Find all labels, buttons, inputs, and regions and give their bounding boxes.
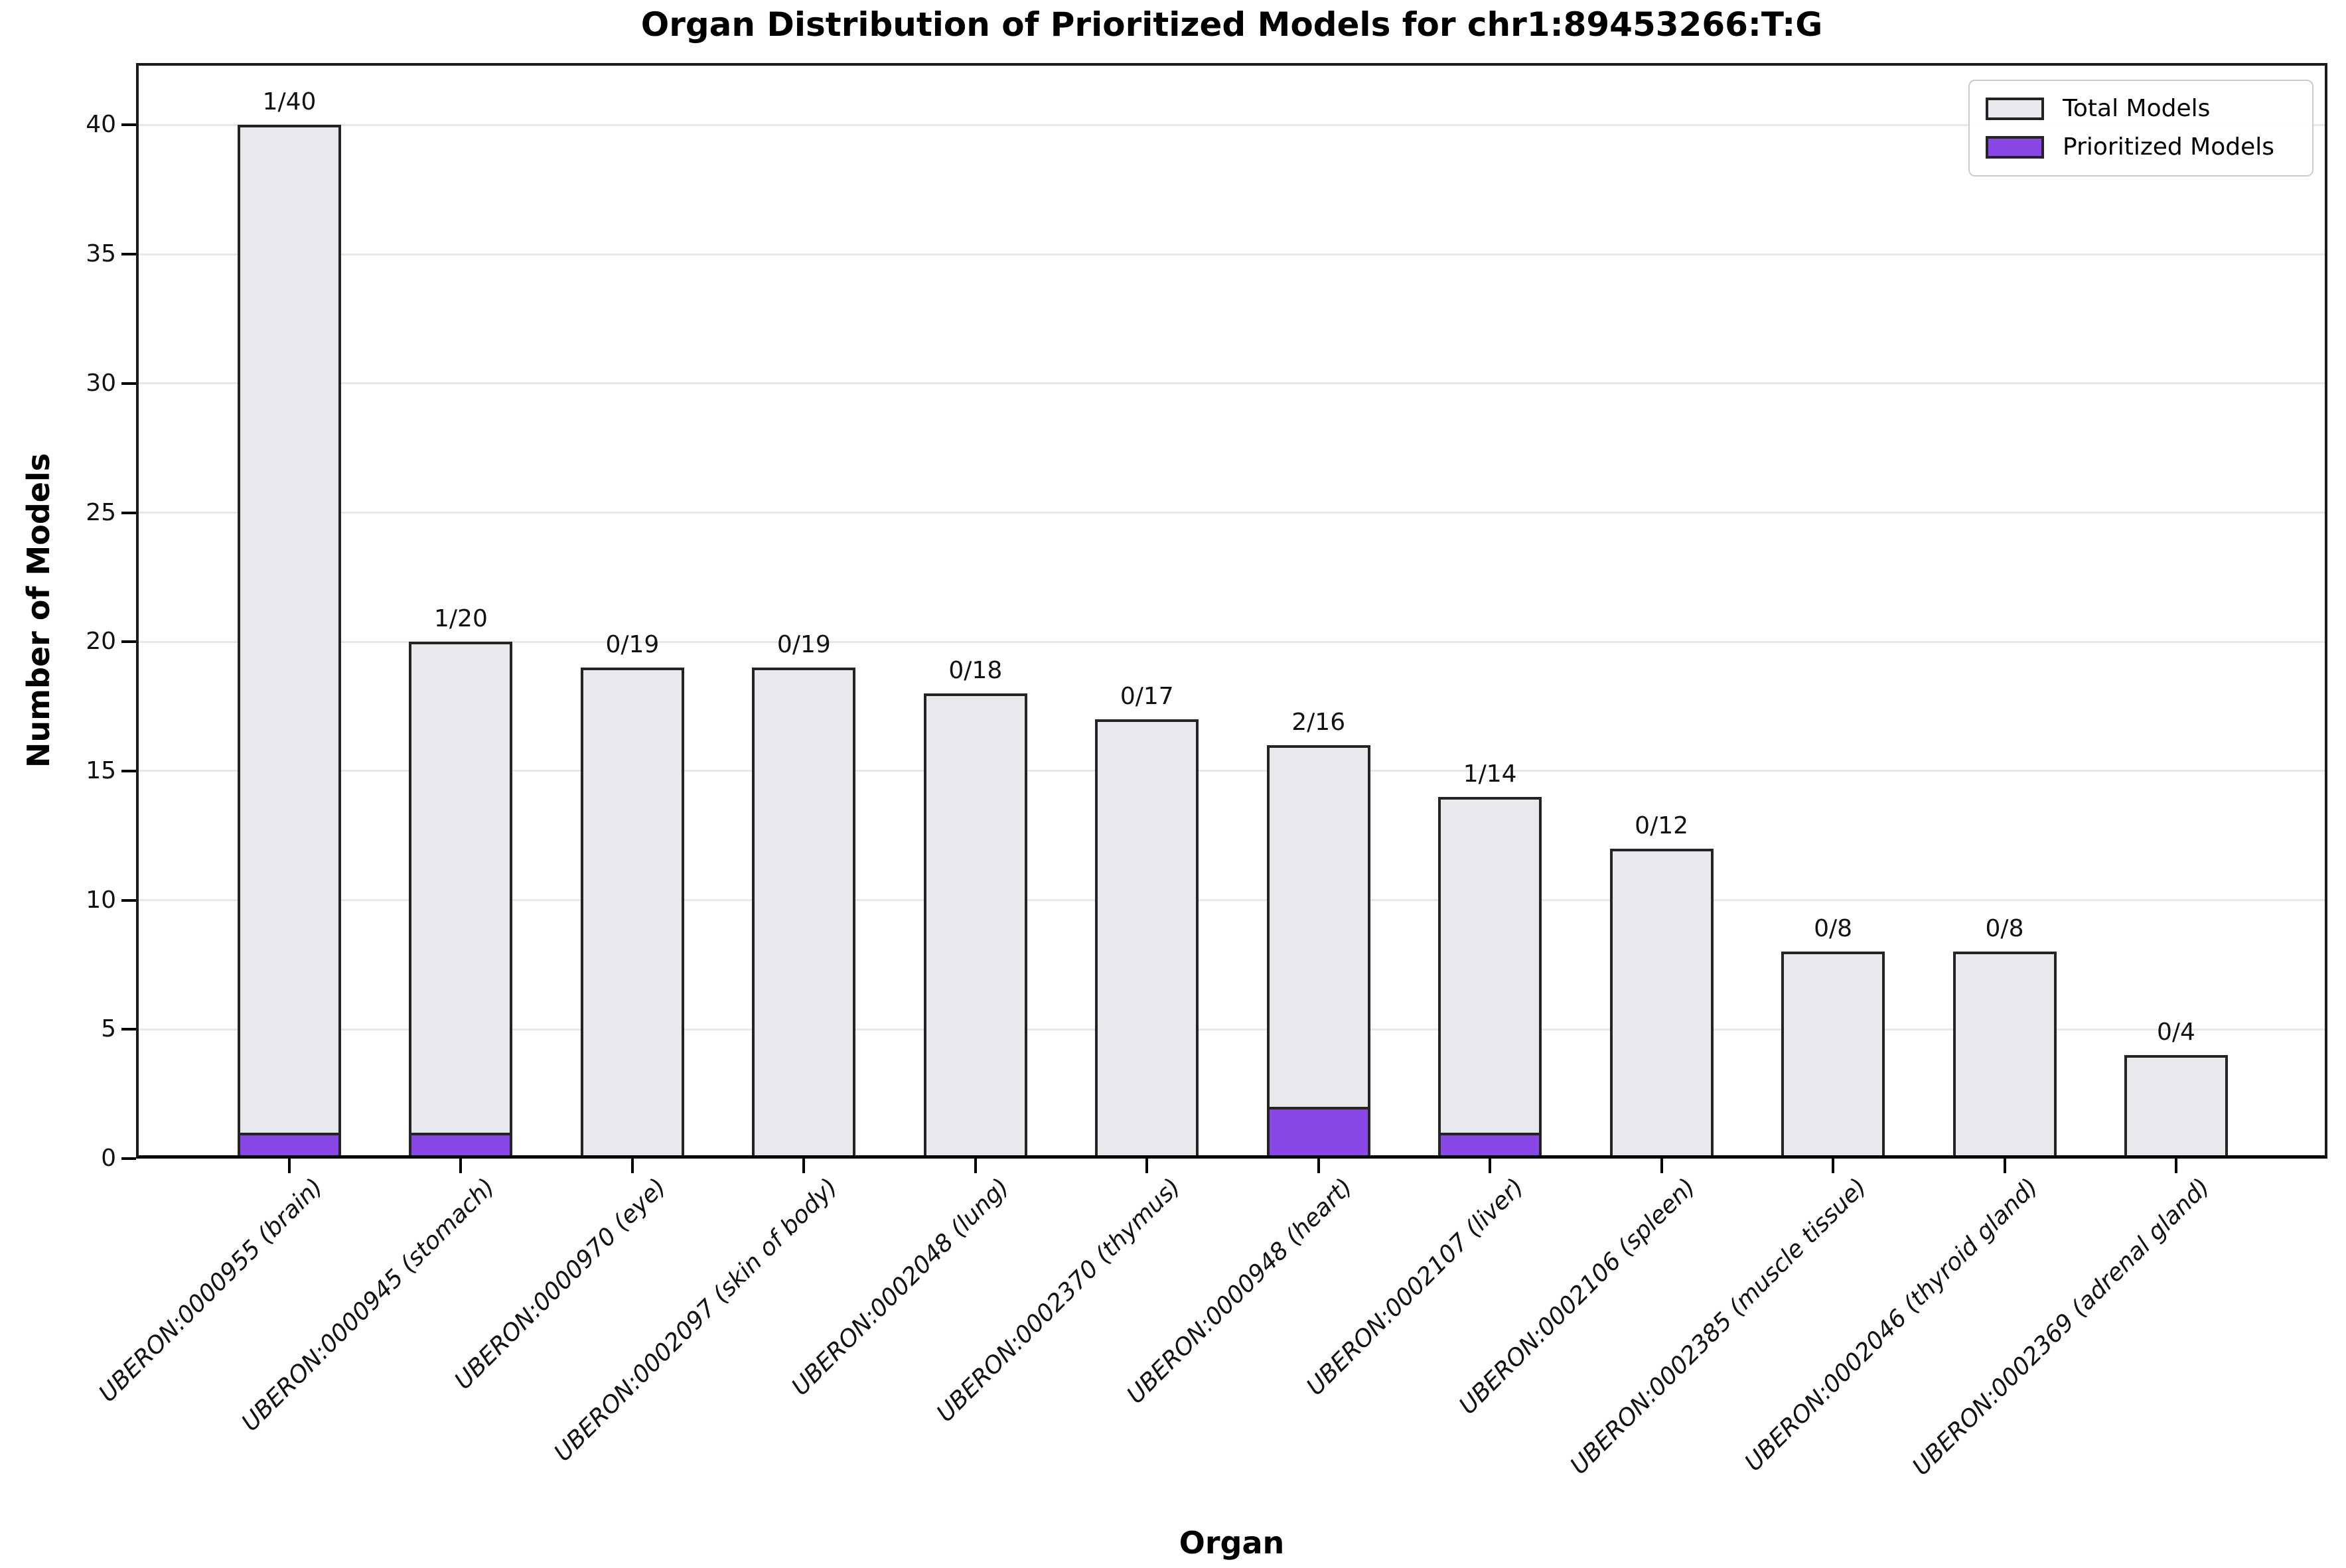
x-tick-mark	[1660, 1159, 1663, 1173]
legend: Total Models Prioritized Models	[1968, 80, 2313, 177]
y-tick-label: 15	[86, 756, 116, 784]
total-models-bar	[2124, 1055, 2228, 1159]
total-models-bar	[923, 693, 1027, 1159]
y-tick-label: 5	[101, 1015, 116, 1043]
x-tick-mark	[288, 1159, 291, 1173]
total-models-bar	[1609, 848, 1714, 1159]
gridline	[136, 640, 2327, 643]
gridline	[136, 512, 2327, 514]
y-axis-label: Number of Models	[21, 453, 56, 768]
total-models-bar	[580, 668, 684, 1159]
gridline	[136, 382, 2327, 385]
chart-title: Organ Distribution of Prioritized Models…	[640, 5, 1823, 44]
x-axis-label: Organ	[1179, 1525, 1285, 1561]
bar-value-label: 0/17	[1120, 683, 1174, 711]
total-models-bar	[1781, 952, 1885, 1159]
x-tick-mark	[802, 1159, 806, 1173]
bar-value-label: 1/20	[434, 605, 488, 633]
y-tick-label: 20	[86, 628, 116, 656]
total-models-bar	[1266, 745, 1370, 1159]
total-models-bar	[238, 125, 341, 1159]
bar-value-label: 0/19	[605, 631, 660, 659]
x-tick-mark	[1317, 1159, 1320, 1173]
x-tick-label: UBERON:0002046 (thyroid gland)	[1739, 1173, 2044, 1477]
x-tick-label: UBERON:0002385 (muscle tissue)	[1565, 1173, 1873, 1480]
bar-value-label: 0/12	[1635, 812, 1689, 839]
legend-label-total: Total Models	[2063, 95, 2211, 122]
y-tick-mark	[121, 123, 136, 127]
x-tick-label: UBERON:0002097 (skin of body)	[549, 1173, 843, 1467]
x-tick-mark	[630, 1159, 634, 1173]
y-tick-mark	[121, 769, 136, 772]
bar-value-label: 0/8	[1814, 915, 1853, 943]
prioritized-models-bar	[1438, 1133, 1542, 1159]
gridline	[136, 123, 2327, 126]
y-tick-label: 10	[86, 886, 116, 914]
bar-value-label: 1/40	[262, 88, 317, 116]
y-tick-mark	[121, 1028, 136, 1031]
gridline	[136, 253, 2327, 255]
y-tick-label: 30	[86, 369, 116, 397]
bar-value-label: 0/19	[776, 631, 831, 659]
total-models-bar	[752, 668, 856, 1159]
x-tick-mark	[2174, 1159, 2177, 1173]
legend-item-total: Total Models	[1986, 95, 2296, 123]
bar-value-label: 0/4	[2156, 1019, 2195, 1046]
gridline	[136, 1028, 2327, 1031]
y-tick-mark	[121, 382, 136, 385]
prioritized-models-bar	[1266, 1107, 1370, 1159]
prioritized-models-swatch	[1986, 136, 2044, 159]
legend-item-prioritized: Prioritized Models	[1986, 133, 2296, 161]
prioritized-models-bar	[409, 1133, 513, 1159]
total-models-bar	[1438, 796, 1542, 1159]
x-tick-mark	[1145, 1159, 1149, 1173]
y-tick-mark	[121, 511, 136, 514]
y-tick-mark	[121, 898, 136, 902]
x-tick-label: UBERON:0002369 (adrenal gland)	[1907, 1173, 2215, 1481]
gridline	[136, 899, 2327, 902]
x-tick-mark	[2003, 1159, 2006, 1173]
legend-label-prioritized: Prioritized Models	[2063, 133, 2275, 161]
x-tick-mark	[974, 1159, 977, 1173]
bar-value-label: 0/18	[948, 657, 1003, 685]
y-tick-mark	[121, 1157, 136, 1160]
bar-value-label: 2/16	[1291, 708, 1346, 736]
total-models-bar	[409, 642, 513, 1159]
bar-value-label: 1/14	[1463, 760, 1517, 788]
x-tick-mark	[1489, 1159, 1492, 1173]
y-tick-label: 25	[86, 498, 116, 526]
y-tick-label: 0	[101, 1145, 116, 1172]
y-tick-mark	[121, 253, 136, 256]
y-tick-label: 40	[86, 111, 116, 139]
total-models-bar	[1952, 952, 2057, 1159]
x-tick-mark	[1832, 1159, 1835, 1173]
bar-value-label: 0/8	[1985, 915, 2024, 943]
y-tick-label: 35	[86, 240, 116, 268]
y-tick-mark	[121, 640, 136, 644]
total-models-bar	[1095, 719, 1199, 1159]
total-models-swatch	[1986, 98, 2044, 120]
x-tick-mark	[459, 1159, 463, 1173]
prioritized-models-bar	[238, 1133, 341, 1159]
gridline	[136, 770, 2327, 772]
